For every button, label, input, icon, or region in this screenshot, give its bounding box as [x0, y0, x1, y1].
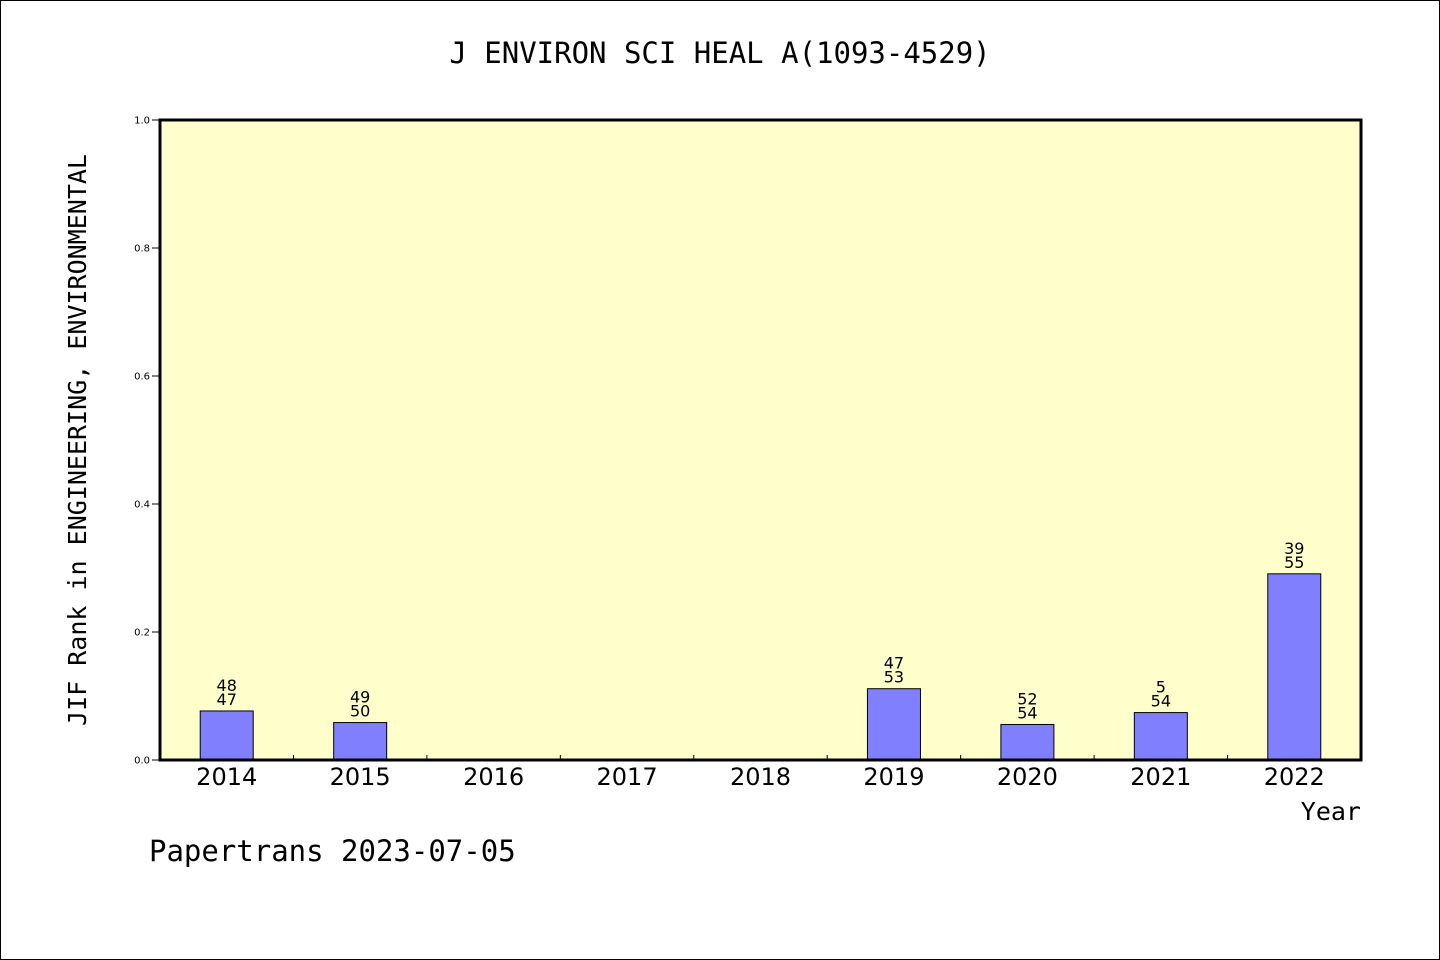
bar-label-top-2014: 48 — [217, 676, 237, 695]
bar-2015 — [333, 722, 388, 761]
y-tick-label: 1.0 — [134, 116, 150, 127]
bar-label-bottom-2021: 54 — [1151, 692, 1171, 711]
chart-title: J ENVIRON SCI HEAL A(1093-4529) — [449, 36, 991, 70]
bar-label-top-2015: 49 — [350, 688, 370, 707]
y-tick-label: 0.2 — [134, 628, 150, 639]
bar-label-bottom-2022: 55 — [1284, 553, 1304, 572]
x-tick-label-2015: 2015 — [330, 763, 391, 791]
x-axis-label: Year — [1301, 797, 1361, 826]
footer-credit: Papertrans 2023-07-05 — [149, 834, 516, 868]
y-axis-label: JIF Rank in ENGINEERING, ENVIRONMENTAL — [63, 154, 92, 726]
bar-label-top-2021: 5 — [1156, 678, 1166, 697]
bar-label-bottom-2015: 50 — [350, 702, 370, 721]
x-tick-label-2020: 2020 — [997, 763, 1058, 791]
bar-2022 — [1267, 573, 1322, 761]
y-tick-label: 0.4 — [134, 500, 150, 511]
bar-label-top-2020: 52 — [1017, 689, 1037, 708]
y-tick-label: 0.8 — [134, 244, 150, 255]
bar-label-bottom-2019: 53 — [884, 668, 904, 687]
bar-2020 — [1000, 723, 1055, 761]
bar-label-top-2022: 39 — [1284, 539, 1304, 558]
x-tick-label-2019: 2019 — [863, 763, 924, 791]
x-tick-label-2018: 2018 — [730, 763, 791, 791]
plot-area — [160, 120, 1361, 760]
x-tick-label-2017: 2017 — [597, 763, 658, 791]
bar-label-bottom-2014: 47 — [217, 690, 237, 709]
bar-label-bottom-2020: 54 — [1017, 703, 1037, 722]
y-tick-label: 0.0 — [134, 756, 150, 767]
bar-label-top-2019: 47 — [884, 654, 904, 673]
bar-2014 — [199, 710, 254, 761]
x-tick-label-2014: 2014 — [196, 763, 257, 791]
y-tick-label: 0.6 — [134, 372, 150, 383]
plot-border — [158, 118, 1363, 762]
x-tick-label-2016: 2016 — [463, 763, 524, 791]
bar-2021 — [1133, 712, 1188, 761]
x-tick-label-2022: 2022 — [1264, 763, 1325, 791]
x-tick-label-2021: 2021 — [1130, 763, 1191, 791]
bar-2019 — [866, 688, 921, 761]
